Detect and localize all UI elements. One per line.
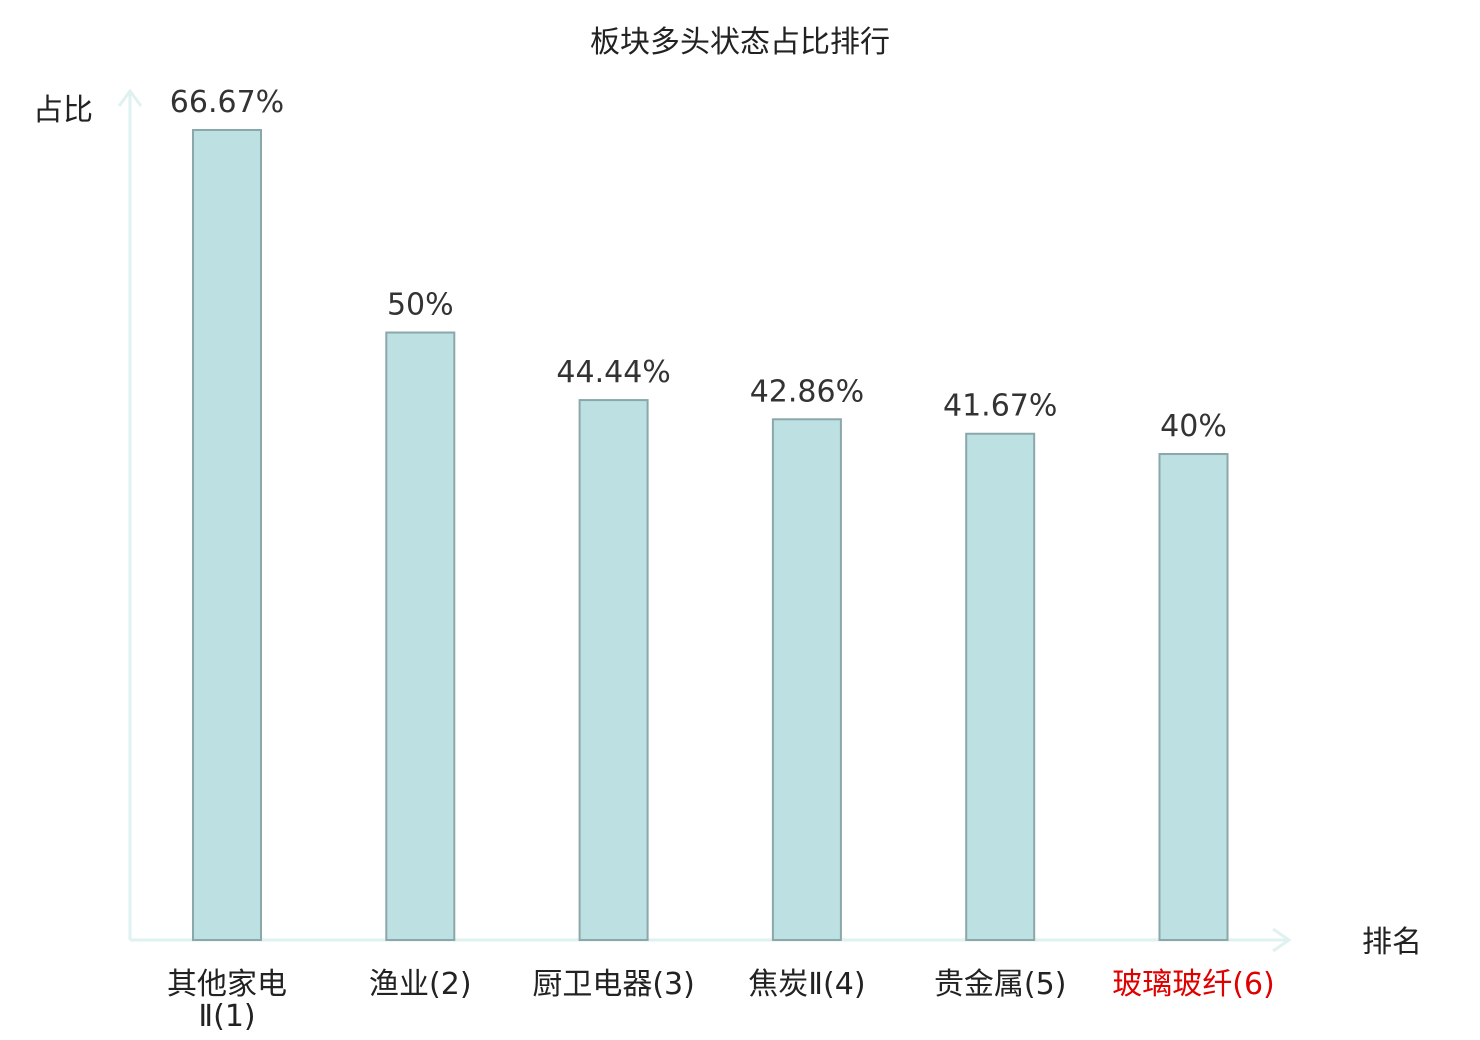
value-labels-group: 66.67% 50% 44.44% 42.86% 41.67% 40% bbox=[170, 85, 1227, 444]
category-label-6: 玻璃玻纤(6) bbox=[1112, 967, 1275, 1002]
value-label-5: 41.67% bbox=[943, 389, 1057, 424]
value-label-4: 42.86% bbox=[750, 374, 864, 409]
bar-5 bbox=[965, 432, 1036, 941]
category-label-1-line-1: 其他家电 bbox=[167, 967, 287, 1002]
value-label-3: 44.44% bbox=[556, 355, 670, 390]
x-axis-arrow-icon bbox=[1272, 927, 1292, 953]
bars-group bbox=[192, 129, 1229, 941]
value-label-2: 50% bbox=[387, 288, 454, 323]
bar-3 bbox=[578, 399, 649, 941]
bar-6 bbox=[1158, 453, 1229, 941]
bar-4 bbox=[771, 418, 842, 941]
category-label-4: 焦炭Ⅱ(4) bbox=[748, 967, 865, 1002]
value-label-1: 66.67% bbox=[170, 85, 284, 120]
category-label-2: 渔业(2) bbox=[369, 967, 472, 1002]
category-label-1-line-2: Ⅱ(1) bbox=[198, 999, 255, 1034]
x-axis-label: 排名 bbox=[1362, 925, 1422, 960]
bar-2 bbox=[385, 331, 456, 941]
category-label-3: 厨卫电器(3) bbox=[532, 967, 695, 1002]
y-axis-label: 占比 bbox=[33, 93, 93, 128]
y-axis-arrow-icon bbox=[117, 88, 143, 107]
bar-1 bbox=[192, 129, 262, 941]
category-label-5: 贵金属(5) bbox=[934, 967, 1067, 1002]
chart-title: 板块多头状态占比排行 bbox=[590, 25, 890, 60]
value-label-6: 40% bbox=[1160, 409, 1227, 444]
